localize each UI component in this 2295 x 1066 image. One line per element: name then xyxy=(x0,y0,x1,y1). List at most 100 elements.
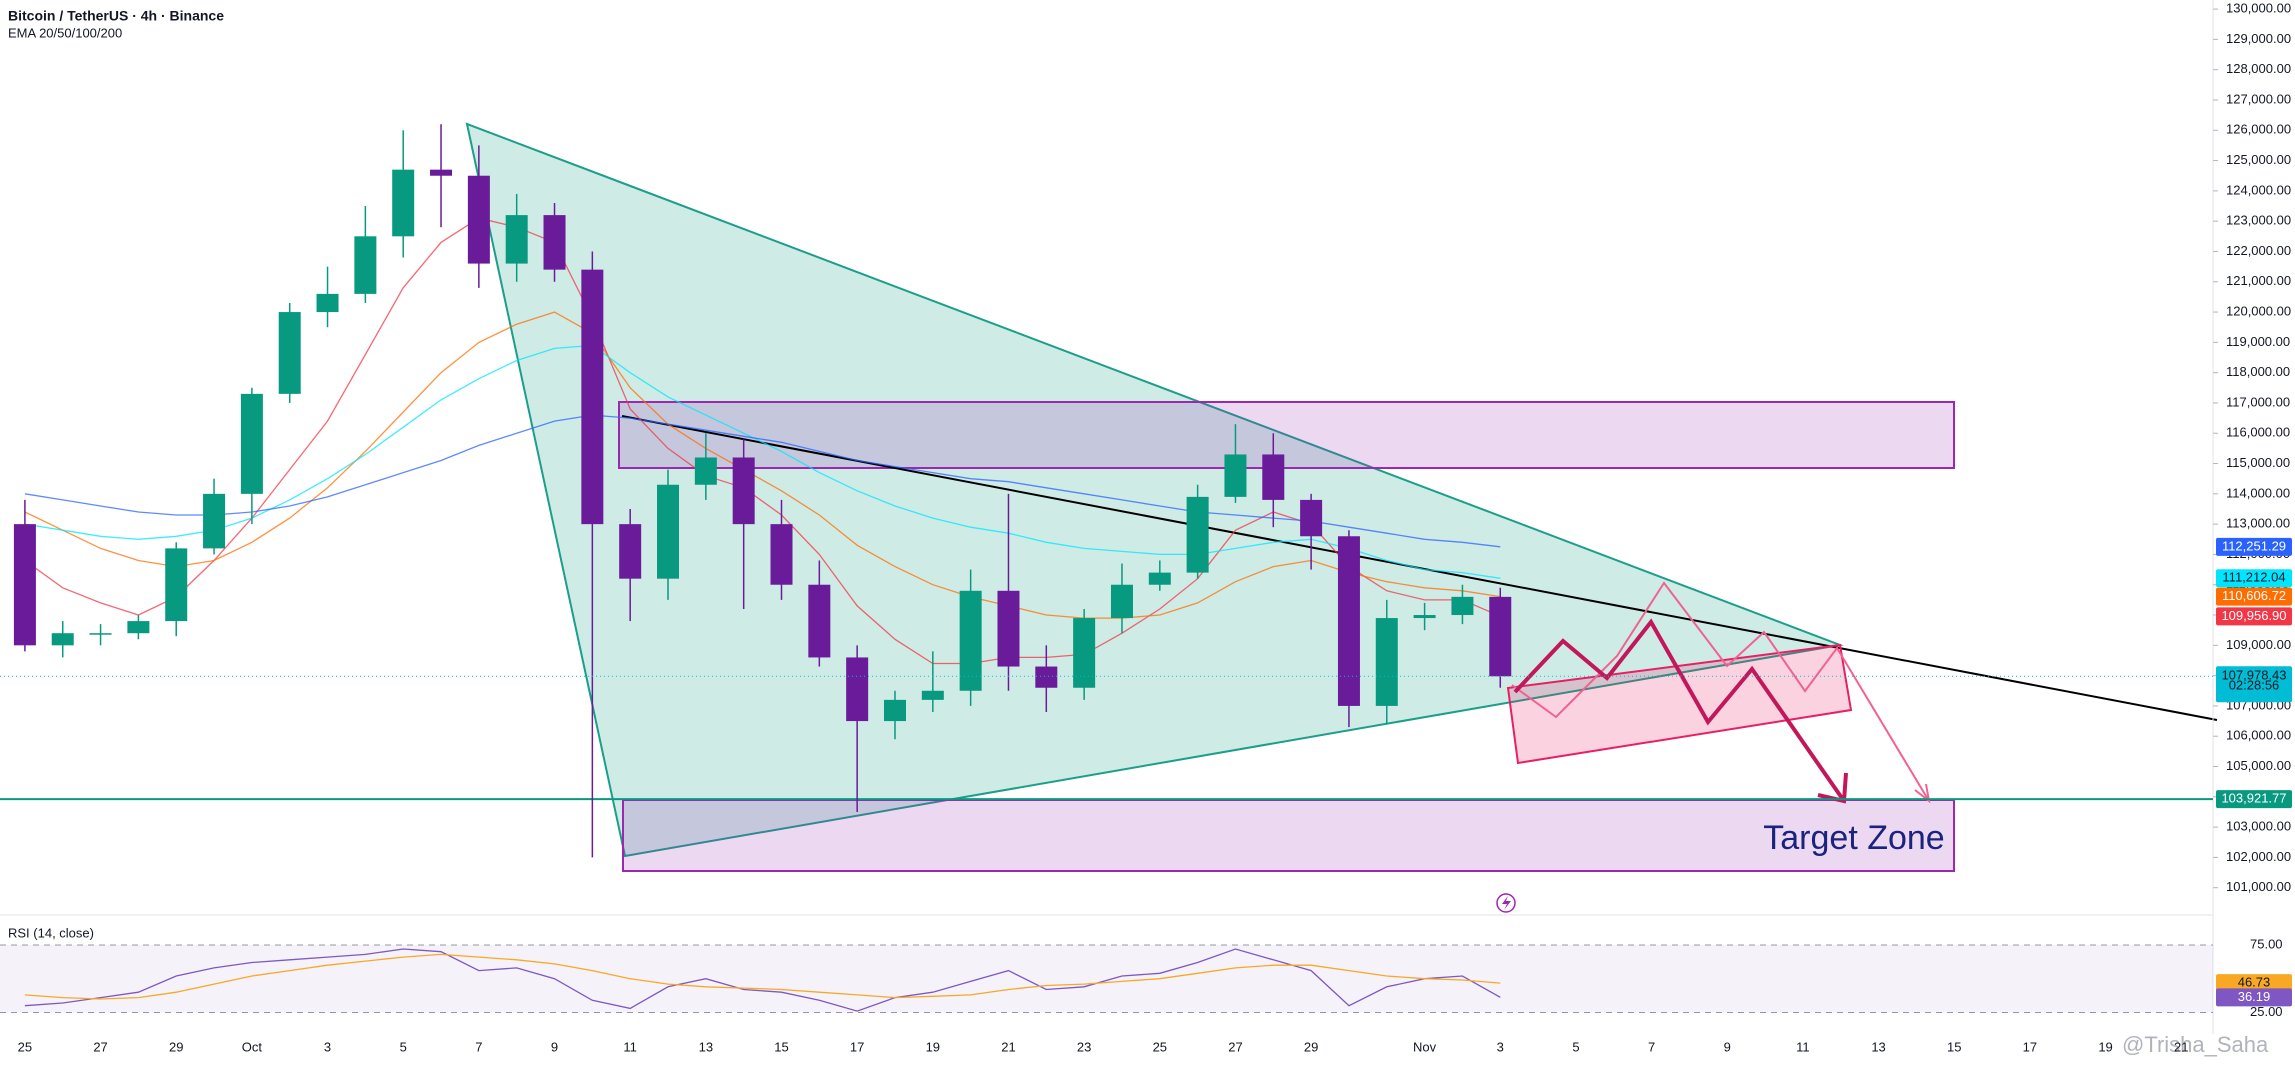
x-tick-label: 13 xyxy=(1871,1039,1885,1054)
y-tick-label: 118,000.00 xyxy=(2226,364,2290,379)
price-tag xyxy=(2216,607,2292,626)
pink-channel xyxy=(1506,643,1853,765)
indicator-label: EMA 20/50/100/200 xyxy=(8,25,122,40)
candle-body xyxy=(959,590,982,691)
candle-body xyxy=(1262,454,1285,500)
candle-body xyxy=(1224,454,1247,497)
x-tick-label: 7 xyxy=(1648,1039,1655,1054)
y-tick-label: 121,000.00 xyxy=(2226,273,2291,288)
candle-body xyxy=(732,457,755,525)
candle-body xyxy=(1073,618,1096,688)
chart-title: Bitcoin / TetherUS · 4h · Binance xyxy=(8,8,224,24)
rsi-band xyxy=(0,944,2213,1013)
alt-path xyxy=(1511,581,1930,802)
candle-body xyxy=(1186,496,1209,573)
x-tick-label: 21 xyxy=(1001,1039,1015,1054)
candle-body xyxy=(392,169,415,237)
x-tick-label: 15 xyxy=(1947,1039,1961,1054)
y-tick-label: 125,000.00 xyxy=(2226,152,2291,167)
candle-body xyxy=(316,293,339,313)
x-tick-label: 3 xyxy=(324,1039,331,1054)
candle-body xyxy=(13,524,36,646)
y-tick-label: 115,000.00 xyxy=(2226,455,2290,470)
rsi-tick-label: 25.00 xyxy=(2250,1004,2283,1019)
x-tick-label: 7 xyxy=(475,1039,482,1054)
price-tag-label: 46.73 xyxy=(2238,975,2271,990)
candle-body xyxy=(127,621,150,634)
candle-body xyxy=(354,236,377,294)
x-tick-label: 29 xyxy=(169,1039,183,1054)
y-tick-label: 109,000.00 xyxy=(2226,637,2291,652)
candle-body xyxy=(921,690,944,700)
x-tick-label: 5 xyxy=(400,1039,407,1054)
x-tick-label: 17 xyxy=(850,1039,864,1054)
candle-body xyxy=(1110,584,1133,619)
price-tag xyxy=(2216,790,2292,809)
candle-body xyxy=(165,548,188,622)
price-tag xyxy=(2216,988,2292,1007)
candle-body xyxy=(203,493,226,549)
candle-body xyxy=(883,699,906,722)
x-tick-label: 13 xyxy=(699,1039,713,1054)
x-tick-label: Oct xyxy=(242,1039,263,1054)
candle-body xyxy=(1300,499,1323,537)
x-tick-label: 27 xyxy=(1228,1039,1242,1054)
candle-body xyxy=(808,584,831,658)
x-tick-label: 11 xyxy=(1796,1039,1810,1054)
y-tick-label: 124,000.00 xyxy=(2226,182,2291,197)
y-tick-label: 126,000.00 xyxy=(2226,122,2291,137)
price-tag-label: 109,956.90 xyxy=(2221,608,2286,623)
y-tick-label: 113,000.00 xyxy=(2226,516,2290,531)
candle-body xyxy=(846,657,869,722)
candle-body xyxy=(694,457,717,485)
candle-body xyxy=(1413,615,1436,619)
price-tag-label: 36.19 xyxy=(2238,989,2271,1004)
candle-body xyxy=(278,312,301,394)
y-tick-label: 116,000.00 xyxy=(2226,425,2290,440)
watermark: @Trisha_Saha xyxy=(2122,1032,2269,1057)
x-tick-label: 21 xyxy=(2174,1039,2188,1054)
x-tick-label: 9 xyxy=(1724,1039,1731,1054)
candle-body xyxy=(430,169,453,176)
candle-body xyxy=(240,393,263,494)
candle-body xyxy=(505,215,528,264)
y-tick-label: 117,000.00 xyxy=(2226,394,2290,409)
x-tick-label: 15 xyxy=(774,1039,788,1054)
candle-body xyxy=(581,269,604,525)
rsi-ma-line xyxy=(24,953,1501,1000)
y-tick-label: 129,000.00 xyxy=(2226,31,2291,46)
x-tick-label: 5 xyxy=(1572,1039,1579,1054)
price-tag xyxy=(2216,666,2292,703)
y-tick-label: 122,000.00 xyxy=(2226,243,2291,258)
y-tick-label: 114,000.00 xyxy=(2226,485,2290,500)
y-tick-label: 130,000.00 xyxy=(2226,1,2291,16)
candle-body xyxy=(467,175,490,264)
annotation: Target Zone xyxy=(1763,819,1944,857)
ema-line xyxy=(24,217,1501,665)
y-tick-label: 106,000.00 xyxy=(2226,728,2291,743)
rsi-tick-label: 75.00 xyxy=(2250,936,2283,951)
price-tag xyxy=(2216,587,2292,606)
candle-body xyxy=(770,524,793,585)
y-tick-label: 127,000.00 xyxy=(2226,91,2291,106)
y-tick-label: 103,000.00 xyxy=(2226,819,2291,834)
ema-line xyxy=(24,311,1501,619)
candle-body xyxy=(657,484,680,579)
y-tick-label: 105,000.00 xyxy=(2226,758,2291,773)
candle-body xyxy=(51,633,74,646)
main-arrowhead xyxy=(1817,772,1848,804)
ema-line xyxy=(24,414,1501,548)
candle-body xyxy=(1451,596,1474,616)
y-tick-label: 101,000.00 xyxy=(2226,879,2291,894)
candle-body xyxy=(619,524,642,579)
y-tick-label: 128,000.00 xyxy=(2226,61,2291,76)
candle-body xyxy=(543,215,566,270)
price-tag-label: 112,251.29 xyxy=(2222,538,2286,553)
y-tick-label: 102,000.00 xyxy=(2226,849,2291,864)
y-tick-label: 119,000.00 xyxy=(2226,334,2290,349)
price-tag-label: 107,978.43 xyxy=(2221,668,2286,683)
price-tag-label: 111,212.04 xyxy=(2222,570,2285,585)
x-tick-label: 17 xyxy=(2023,1039,2037,1054)
